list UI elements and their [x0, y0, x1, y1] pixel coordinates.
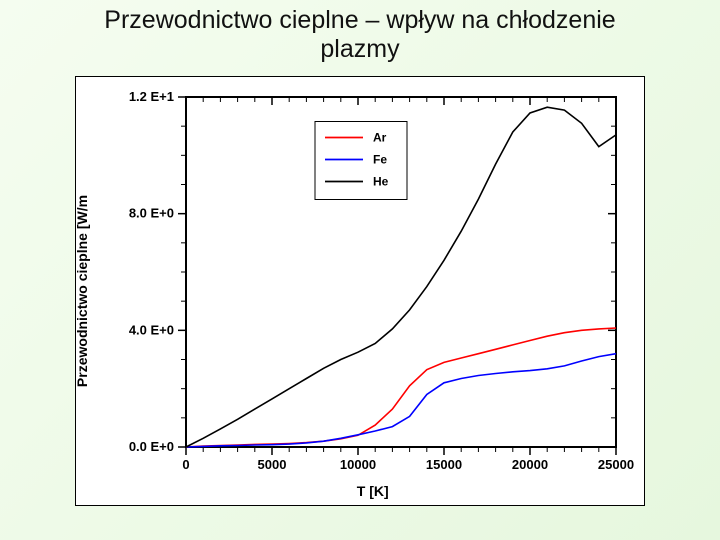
svg-text:20000: 20000 [512, 457, 548, 472]
svg-text:5000: 5000 [258, 457, 287, 472]
legend-label-He: He [373, 174, 389, 188]
legend-box [315, 121, 407, 199]
svg-text:0: 0 [182, 457, 189, 472]
slide: Przewodnictwo cieplne – wpływ na chłodze… [0, 0, 720, 540]
svg-text:25000: 25000 [598, 457, 634, 472]
series-Fe [186, 353, 616, 446]
title-line-1: Przewodnictwo cieplne – wpływ na chłodze… [104, 6, 615, 34]
slide-title: Przewodnictwo cieplne – wpływ na chłodze… [40, 6, 680, 64]
svg-text:8.0 E+0: 8.0 E+0 [129, 205, 174, 220]
svg-text:1.2 E+1: 1.2 E+1 [129, 89, 174, 104]
chart-frame: Przewodnictwo cieplne [W/m T [K] 0 5000 10… [75, 76, 645, 506]
svg-text:0.0 E+0: 0.0 E+0 [129, 439, 174, 454]
series-Ar [186, 328, 616, 447]
svg-text:15000: 15000 [426, 457, 462, 472]
y-axis-label: Przewodnictwo cieplne [W/m [74, 194, 90, 386]
svg-text:4.0 E+0: 4.0 E+0 [129, 322, 174, 337]
legend-label-Fe: Fe [373, 152, 387, 166]
svg-text:10000: 10000 [340, 457, 376, 472]
title-line-2: plazmy [320, 35, 399, 63]
x-axis-label: T [K] [357, 483, 389, 499]
legend-label-Ar: Ar [373, 130, 387, 144]
line-chart: 0 5000 10000 15000 20000 25000 0.0 E+0 4.0 E+0 8… [76, 77, 636, 497]
